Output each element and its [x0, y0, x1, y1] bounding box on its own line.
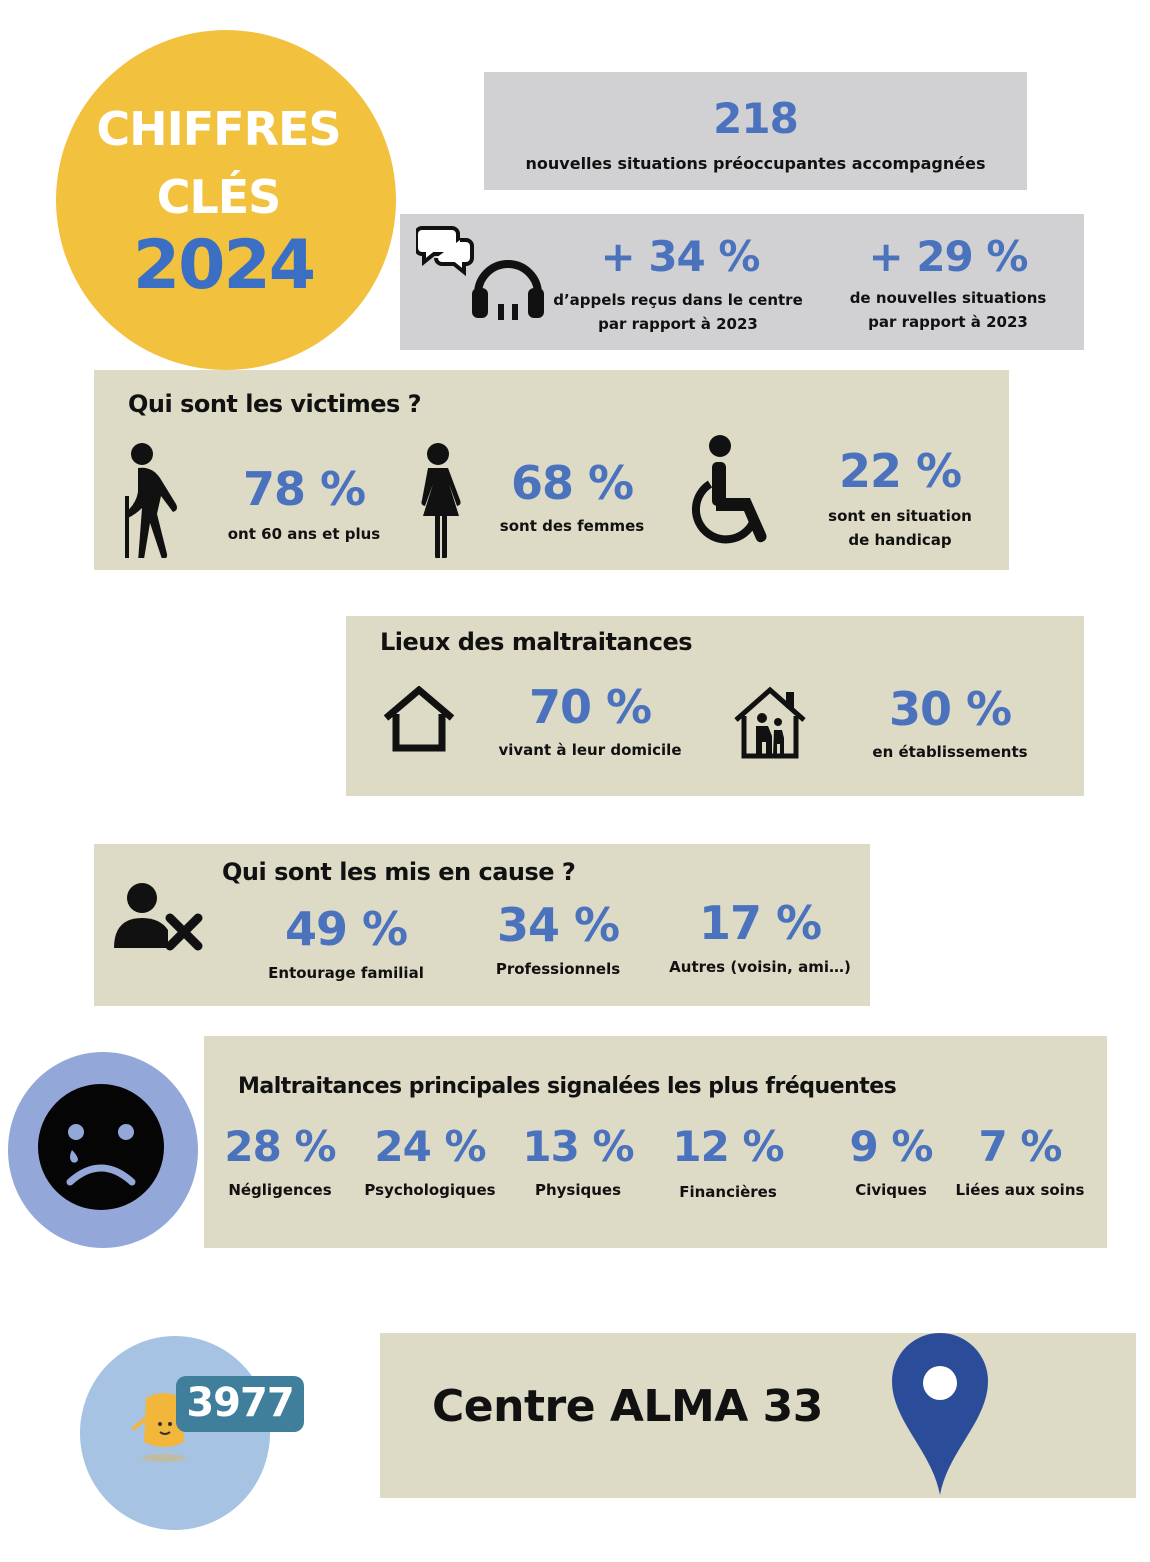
elderly-person-icon [125, 443, 177, 558]
places-institution-value: 30 % [888, 682, 1012, 736]
situations-count-value: 218 [713, 94, 799, 143]
location-pin-icon [892, 1333, 988, 1495]
sad-face-icon [38, 1084, 164, 1210]
accused-title: Qui sont les mis en cause ? [222, 858, 576, 886]
places-card: Lieux des maltraitances 70 % vivant à le… [346, 616, 1084, 796]
abuse-neglect-value: 28 % [224, 1122, 336, 1171]
situations-growth-value: + 29 % [868, 232, 1029, 281]
abuse-civic-value: 9 % [849, 1122, 934, 1171]
header-year: 2024 [132, 226, 316, 305]
abuse-physical-value: 13 % [522, 1122, 634, 1171]
abuse-physical-label: Physiques [534, 1181, 622, 1199]
abuse-care-label: Liées aux soins [955, 1181, 1085, 1199]
abuse-civic-label: Civiques [855, 1181, 927, 1199]
situations-count-card: 218 nouvelles situations préoccupantes a… [484, 72, 1027, 190]
victims-title: Qui sont les victimes ? [128, 390, 422, 418]
abuse-neglect-label: Négligences [228, 1181, 332, 1199]
house-icon [383, 686, 455, 752]
wheelchair-icon [691, 435, 767, 544]
care-home-icon [734, 686, 806, 759]
abuse-care-value: 7 % [978, 1122, 1063, 1171]
chat-bubbles-icon [416, 226, 474, 276]
headphones-icon [472, 260, 544, 320]
hotline-number: 3977 [186, 1380, 294, 1426]
abuse-psychological-value: 24 % [374, 1122, 486, 1171]
accused-family-value: 49 % [284, 902, 408, 956]
victims-handicap-value: 22 % [838, 444, 962, 498]
victims-age-label: ont 60 ans et plus [227, 525, 381, 543]
sad-face-badge [8, 1052, 198, 1248]
victims-women-label: sont des femmes [499, 517, 645, 535]
woman-icon [421, 443, 461, 558]
places-home-label: vivant à leur domicile [498, 741, 682, 759]
accused-family-label: Entourage familial [268, 964, 424, 982]
abuse-psychological-label: Psychologiques [364, 1181, 496, 1199]
abuse-types-card: Maltraitances principales signalées les … [204, 1036, 1107, 1248]
growth-card: + 34 % d’appels reçus dans le centre par… [400, 214, 1084, 350]
header-line-1: CHIFFRES [96, 102, 341, 156]
situations-count-label: nouvelles situations préoccupantes accom… [525, 154, 986, 173]
accused-others-value: 17 % [698, 896, 822, 950]
victims-handicap-label-2: de handicap [848, 531, 952, 549]
accused-professionals-label: Professionnels [495, 960, 621, 978]
hotline-number-badge: 3977 [176, 1376, 304, 1432]
calls-growth-label-2: par rapport à 2023 [598, 315, 758, 333]
places-title: Lieux des maltraitances [380, 628, 693, 656]
header-badge: CHIFFRES CLÉS 2024 [56, 30, 396, 370]
situations-growth-label-1: de nouvelles situations [849, 289, 1047, 307]
situations-growth-label-2: par rapport à 2023 [868, 313, 1028, 331]
victims-card: Qui sont les victimes ? 78 % ont 60 ans … [94, 370, 1009, 570]
victims-handicap-label-1: sont en situation [828, 507, 972, 525]
calls-growth-label-1: d’appels reçus dans le centre [553, 291, 803, 309]
abuse-financial-label: Financières [679, 1183, 777, 1201]
center-card: Centre ALMA 33 [380, 1333, 1136, 1498]
places-home-value: 70 % [528, 680, 652, 734]
places-institution-label: en établissements [872, 743, 1028, 761]
victims-age-value: 78 % [242, 462, 366, 516]
abuse-title: Maltraitances principales signalées les … [238, 1074, 897, 1099]
abuse-financial-value: 12 % [672, 1122, 784, 1171]
header-line-2: CLÉS [156, 170, 282, 224]
accused-professionals-value: 34 % [496, 898, 620, 952]
accused-others-label: Autres (voisin, ami…) [669, 958, 851, 976]
victims-women-value: 68 % [510, 456, 634, 510]
calls-growth-value: + 34 % [600, 232, 761, 281]
center-name: Centre ALMA 33 [432, 1381, 823, 1432]
accused-card: Qui sont les mis en cause ? 49 % Entoura… [94, 844, 870, 1006]
person-remove-icon [114, 883, 203, 951]
